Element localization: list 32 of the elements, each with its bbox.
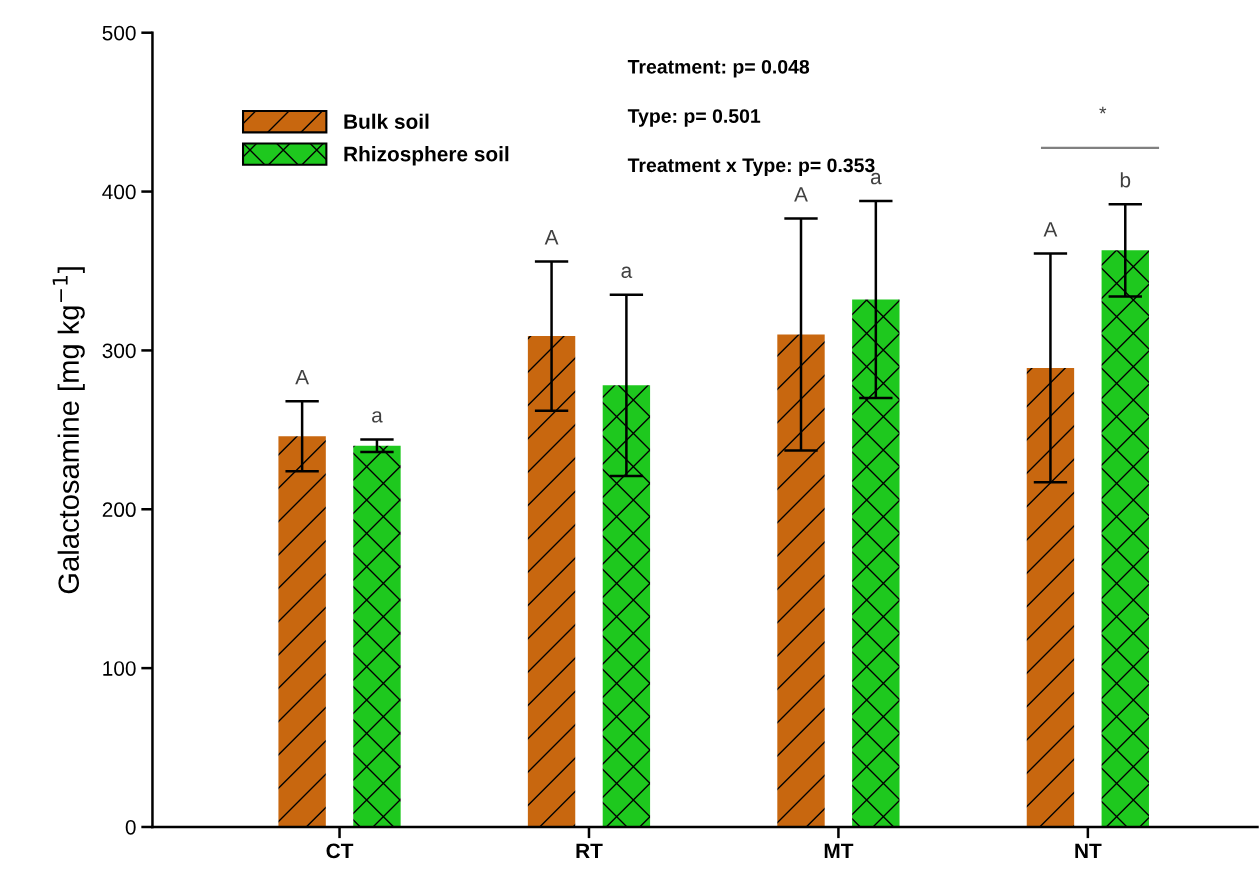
- y-tick-label: 200: [102, 502, 136, 518]
- annotation: Treatment: p= 0.048: [627, 59, 810, 78]
- legend-label: Bulk soil: [344, 113, 429, 129]
- annotation: a: [372, 411, 383, 423]
- x-tick-label: MT: [824, 843, 854, 859]
- bar: [777, 334, 825, 827]
- bar: [527, 336, 576, 827]
- y-tick-label: 300: [102, 343, 136, 359]
- annotation: Type: p= 0.501: [627, 109, 761, 127]
- annotation: a: [870, 172, 882, 185]
- y-tick-label: 0: [125, 819, 136, 835]
- y-tick-label: 100: [103, 661, 136, 676]
- annotation: a: [621, 266, 633, 278]
- x-tick-label: NT: [1075, 843, 1102, 859]
- bar: [852, 299, 900, 827]
- y-tick-label: 500: [102, 25, 136, 41]
- annotation: A: [1043, 222, 1058, 237]
- bar: [1026, 367, 1075, 827]
- bar: [278, 436, 326, 827]
- bar: [1101, 250, 1149, 827]
- x-tick-label: RT: [576, 843, 603, 859]
- legend-label: Rhizosphere soil: [344, 146, 509, 166]
- bar: [602, 385, 651, 827]
- y-axis-title: Galactosamine [mg kg$^{−1}$]: [52, 267, 85, 594]
- bar: [353, 445, 401, 827]
- x-tick-label: CT: [326, 843, 354, 859]
- y-tick-label: 400: [102, 184, 136, 200]
- annotation: *: [1099, 106, 1107, 114]
- annotation: A: [794, 187, 808, 202]
- annotation: A: [544, 230, 559, 245]
- annotation: b: [1120, 172, 1131, 188]
- annotation: A: [295, 369, 310, 385]
